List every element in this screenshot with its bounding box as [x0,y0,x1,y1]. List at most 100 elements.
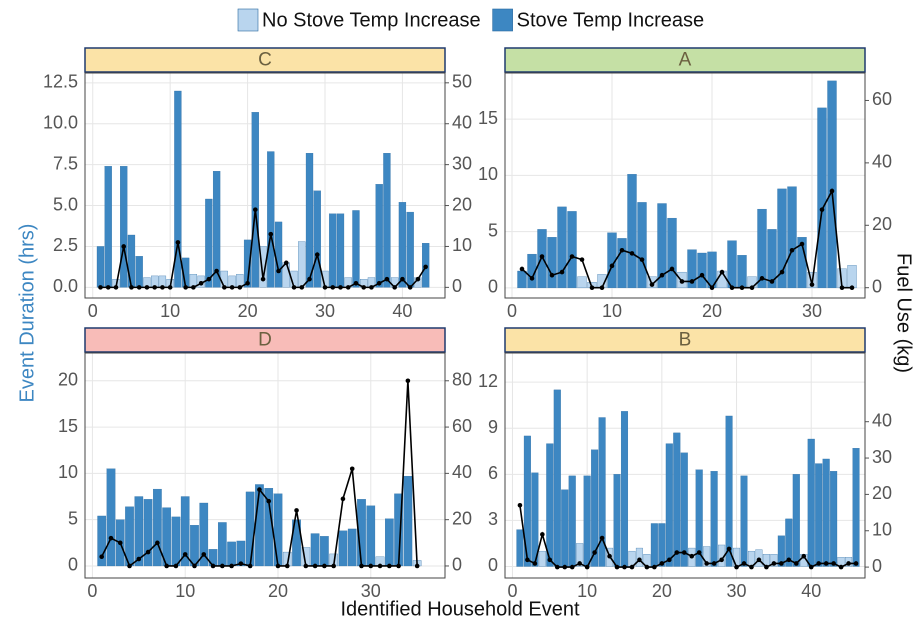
fuel-point [517,503,523,508]
fuel-point [839,285,845,291]
bar [650,523,658,567]
bar [787,186,797,289]
bar [245,491,255,567]
fuel-point [331,563,336,569]
fuel-point [592,550,597,555]
bar [817,107,827,289]
x-tick-label: 10 [602,301,622,321]
bar [847,265,857,289]
bar [568,475,576,567]
fuel-point [384,276,390,282]
fuel-point [173,563,179,569]
fuel-point [749,285,755,291]
bar [737,255,747,289]
fuel-point [689,553,695,559]
bar [120,166,128,288]
y2-tick-label: 0 [452,276,462,296]
y-tick-label: 3 [488,509,498,529]
bar [134,496,144,567]
bar [313,190,321,288]
bar [815,463,823,567]
fuel-point [299,285,305,290]
bar [777,535,785,567]
fuel-point [846,561,851,566]
bar [740,475,748,567]
bar [329,213,337,288]
bar [577,276,587,289]
fuel-point [539,254,545,259]
bar [227,541,236,567]
x-tick-label: 20 [238,301,258,321]
bar [292,519,301,567]
fuel-point [838,564,844,570]
fuel-point [689,279,695,284]
bar [561,489,569,567]
y2-axis-label: Fuel Use (kg) [893,253,915,373]
panel-border [504,352,866,579]
bar [259,246,267,288]
bar [385,518,394,567]
fuel-point [237,285,243,290]
fuel-point [549,272,555,278]
y2-tick-label: 10 [452,235,472,255]
bar [403,475,413,567]
y2-tick-label: 20 [452,508,472,528]
bar [777,188,787,289]
fuel-point [222,285,227,290]
x-tick-label: 10 [160,301,180,321]
fuel-point [559,269,565,275]
y2-tick-label: 20 [452,194,472,214]
fuel-point [314,252,320,257]
fuel-point [644,564,650,570]
x-tick-label: 0 [507,581,517,601]
fuel-point [155,540,160,546]
bar [336,213,345,288]
fuel-point [275,563,281,569]
x-tick-label: 30 [315,301,335,321]
fuel-point [361,285,367,290]
y-tick-label: 6 [488,463,498,483]
fuel-point [674,550,680,555]
fuel-point [294,508,299,513]
fuel-point [175,240,181,245]
x-tick-label: 30 [361,581,381,601]
fuel-point [669,266,675,272]
panel-title: A [679,50,692,71]
fuel-point [709,285,715,291]
y-tick-label: 12 [478,371,498,391]
bar [658,523,666,567]
bar [557,206,567,289]
bar [375,184,383,288]
bar [273,493,283,567]
bar [546,443,554,567]
fuel-point [704,561,709,566]
fuel-point [719,557,724,563]
y-tick-label: 10 [58,462,78,482]
bar [553,389,561,567]
x-tick-label: 30 [727,581,747,601]
panel-strip [504,47,866,73]
bar [180,496,190,567]
bar [667,217,677,289]
x-tick-label: 10 [577,581,597,601]
bar [770,554,778,567]
fuel-point [353,280,359,286]
fuel-point [210,563,216,569]
bar [527,253,537,289]
fuel-point [266,498,272,504]
bar [310,533,320,567]
fuel-point [220,563,225,569]
bar [97,515,107,567]
fuel-point [284,563,290,569]
fuel-point [779,561,784,566]
y2-tick-label: 40 [452,462,472,482]
fuel-point [849,285,855,291]
bar [347,528,357,567]
fuel-point [340,496,346,502]
fuel-point [127,563,132,569]
bar [383,153,391,288]
y-axis-label: Event Duration (hrs) [16,224,38,403]
fuel-point [749,564,754,570]
bar [647,276,657,289]
